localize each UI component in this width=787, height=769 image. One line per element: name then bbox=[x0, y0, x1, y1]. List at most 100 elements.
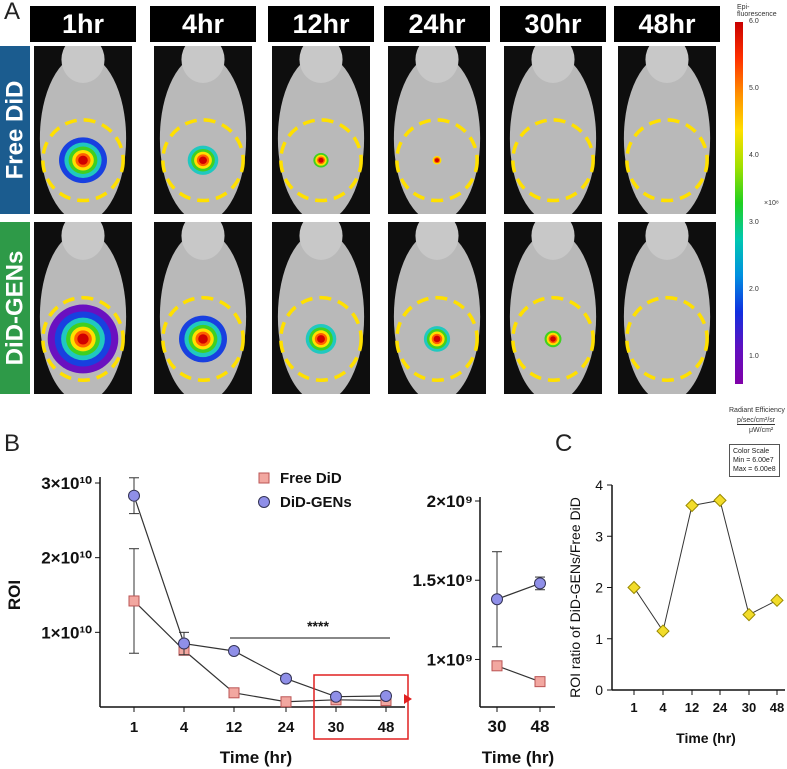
color-scale-min: Min = 6.00e7 bbox=[733, 457, 774, 464]
mouse-head bbox=[61, 222, 105, 260]
data-point-0-1 bbox=[534, 676, 546, 688]
timepoint-header-5: 48hr bbox=[614, 6, 720, 42]
mouse-body bbox=[159, 54, 247, 214]
data-point-0-0 bbox=[627, 580, 641, 595]
imaging-panel-did-gens-48hr bbox=[618, 222, 716, 394]
color-scale-box: Color Scale Min = 6.00e7 Max = 6.00e8 bbox=[729, 444, 780, 477]
mouse-body bbox=[509, 230, 597, 394]
timepoint-header-3: 24hr bbox=[384, 6, 490, 42]
mouse-head bbox=[181, 222, 225, 260]
imaging-panel-did-gens-1hr bbox=[34, 222, 132, 394]
mouse-head bbox=[61, 46, 105, 83]
colorbar-tick-5: 1.0 bbox=[749, 353, 759, 361]
mouse-head bbox=[299, 222, 343, 260]
mouse-head bbox=[299, 46, 343, 83]
y-axis-title: ROI ratio of DiD-GENs/Free DiD bbox=[567, 497, 583, 698]
colorbar-tick-4: 2.0 bbox=[749, 286, 759, 294]
row-label-free-did-text: Free DiD bbox=[1, 80, 29, 180]
y-tick-label: 1×10¹⁰ bbox=[41, 623, 92, 642]
data-point-0-1 bbox=[656, 624, 670, 638]
fluorescence-signal bbox=[423, 326, 451, 352]
roi-circle bbox=[161, 295, 245, 382]
colorbar bbox=[735, 22, 743, 384]
panel-label-c: C bbox=[555, 430, 573, 457]
imaging-panel-free-did-4hr bbox=[154, 46, 252, 214]
y-tick-label: 1 bbox=[595, 631, 603, 647]
imaging-panel-did-gens-24hr bbox=[388, 222, 486, 394]
mouse-head bbox=[181, 46, 225, 83]
timepoint-header-2: 12hr bbox=[268, 6, 374, 42]
mouse-body bbox=[277, 230, 365, 394]
x-tick-label: 30 bbox=[488, 717, 507, 736]
mouse-body bbox=[393, 54, 481, 214]
fluorescence-signal bbox=[59, 137, 107, 184]
highlight-arrow-head bbox=[404, 694, 412, 704]
roi-circle bbox=[511, 118, 595, 203]
data-point-0-2 bbox=[685, 498, 699, 513]
fluorescence-signal bbox=[305, 324, 337, 354]
panel-label-a: A bbox=[4, 0, 21, 25]
mouse-body bbox=[277, 54, 365, 214]
mouse-body bbox=[623, 54, 711, 214]
series-line-0 bbox=[133, 600, 387, 703]
y-tick-label: 3 bbox=[595, 528, 603, 544]
data-point-1-0 bbox=[491, 593, 503, 606]
data-point-1-1 bbox=[178, 637, 190, 650]
y-tick-label: 4 bbox=[595, 477, 603, 493]
colorbar-tick-0: 6.0 bbox=[749, 18, 759, 25]
data-point-1-2 bbox=[228, 645, 240, 657]
significance-stars: **** bbox=[307, 618, 329, 634]
roi-circle bbox=[161, 118, 245, 203]
data-point-1-3 bbox=[280, 672, 292, 685]
imaging-panel-free-did-12hr bbox=[272, 46, 370, 214]
fluorescence-signal bbox=[179, 315, 227, 363]
color-scale-title: Color Scale bbox=[733, 448, 770, 455]
fluorescence-signal bbox=[432, 156, 442, 165]
data-point-0-0 bbox=[128, 595, 140, 607]
mouse-head bbox=[415, 46, 459, 83]
legend-marker-0 bbox=[258, 472, 270, 484]
fluorescence-signal bbox=[47, 304, 119, 374]
imaging-panel-did-gens-4hr bbox=[154, 222, 252, 394]
x-tick-label: 4 bbox=[659, 700, 667, 715]
panel-label-b: B bbox=[4, 430, 21, 457]
timepoint-header-0: 1hr bbox=[30, 6, 136, 42]
mouse-body bbox=[623, 230, 711, 394]
y-tick-label: 0 bbox=[595, 682, 603, 698]
colorbar-exponent: ×10⁸ bbox=[764, 200, 779, 207]
imaging-panel-free-did-30hr bbox=[504, 46, 602, 214]
colorbar-tick-1: 5.0 bbox=[749, 85, 759, 93]
x-tick-label: 48 bbox=[770, 700, 784, 715]
colorbar-tick-2: 4.0 bbox=[749, 152, 759, 160]
roi-circle bbox=[625, 118, 709, 203]
x-tick-label: 30 bbox=[742, 700, 756, 715]
timepoint-header-4: 30hr bbox=[500, 6, 606, 42]
roi-circle bbox=[625, 295, 709, 382]
highlight-box bbox=[313, 674, 409, 740]
data-point-0-3 bbox=[713, 493, 727, 508]
mouse-body bbox=[509, 54, 597, 214]
data-point-0-4 bbox=[742, 607, 756, 622]
data-point-0-3 bbox=[280, 696, 292, 708]
mouse-body bbox=[39, 54, 127, 214]
series-line-0 bbox=[633, 499, 778, 633]
x-tick-label: 48 bbox=[378, 719, 395, 736]
roi-circle bbox=[511, 295, 595, 382]
chart-b-main: 1×10¹⁰ 2×10¹⁰ 3×10¹⁰ 1 4 12 24 30 48 Time (hr) ROI… bbox=[5, 470, 412, 767]
y-tick-label: 2 bbox=[595, 580, 603, 596]
mouse-head bbox=[645, 46, 689, 83]
roi-circle bbox=[41, 295, 125, 382]
mouse-head bbox=[531, 222, 575, 260]
y-tick-label: 3×10¹⁰ bbox=[41, 474, 92, 493]
x-tick-label: 24 bbox=[713, 700, 728, 715]
imaging-panel-did-gens-12hr bbox=[272, 222, 370, 394]
data-point-1-4 bbox=[330, 690, 342, 703]
colorbar-unit-label: Radiant Efficiency bbox=[729, 407, 785, 414]
series-line-0 bbox=[496, 665, 541, 683]
x-axis-title: Time (hr) bbox=[482, 748, 554, 767]
x-tick-label: 12 bbox=[226, 719, 243, 736]
fluorescence-signal bbox=[544, 330, 562, 348]
data-point-1-0 bbox=[128, 489, 140, 502]
y-tick-label: 2×10¹⁰ bbox=[41, 549, 92, 568]
